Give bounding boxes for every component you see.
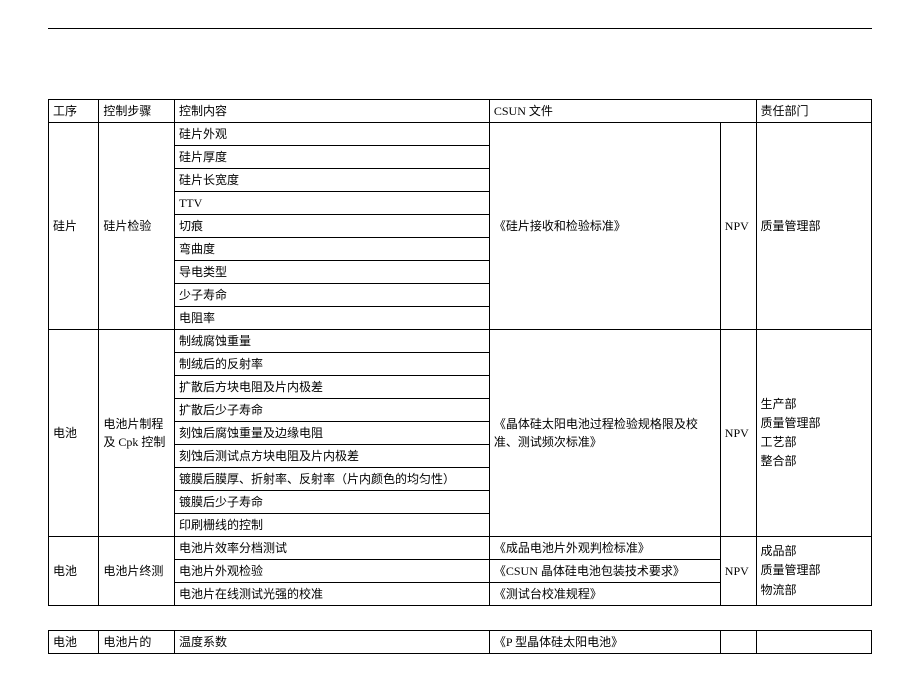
table-row: 电池 电池片制程及 Cpk 控制 制绒腐蚀重量 《晶体硅太阳电池过程检验规格限及… bbox=[49, 330, 872, 353]
g2-content: 制绒腐蚀重量 bbox=[174, 330, 489, 353]
g4-csun: 《P 型晶体硅太阳电池》 bbox=[489, 631, 720, 654]
g2-content: 镀膜后膜厚、折射率、反射率（片内颜色的均匀性） bbox=[174, 468, 489, 491]
g2-process: 电池 bbox=[49, 330, 99, 537]
g2-content: 刻蚀后测试点方块电阻及片内极差 bbox=[174, 445, 489, 468]
g2-dept: 生产部质量管理部工艺部整合部 bbox=[756, 330, 872, 537]
g4-npv bbox=[720, 631, 756, 654]
g1-content: 弯曲度 bbox=[174, 238, 489, 261]
table-row: 硅片 硅片检验 硅片外观 《硅片接收和检验标准》 NPV 质量管理部 bbox=[49, 123, 872, 146]
g4-content: 温度系数 bbox=[174, 631, 489, 654]
g1-process: 硅片 bbox=[49, 123, 99, 330]
g2-content: 刻蚀后腐蚀重量及边缘电阻 bbox=[174, 422, 489, 445]
g2-content: 镀膜后少子寿命 bbox=[174, 491, 489, 514]
g1-content: 硅片厚度 bbox=[174, 146, 489, 169]
g2-content: 扩散后方块电阻及片内极差 bbox=[174, 376, 489, 399]
hdr-step: 控制步骤 bbox=[99, 100, 175, 123]
g4-process: 电池 bbox=[49, 631, 99, 654]
g3-csun: 《成品电池片外观判检标准》 bbox=[489, 537, 720, 560]
header-row: 工序 控制步骤 控制内容 CSUN 文件 责任部门 bbox=[49, 100, 872, 123]
g1-content: 硅片外观 bbox=[174, 123, 489, 146]
g3-content: 电池片效率分档测试 bbox=[174, 537, 489, 560]
g1-content: 少子寿命 bbox=[174, 284, 489, 307]
hdr-dept: 责任部门 bbox=[756, 100, 872, 123]
g1-dept: 质量管理部 bbox=[756, 123, 872, 330]
g3-content: 电池片在线测试光强的校准 bbox=[174, 583, 489, 606]
g3-content: 电池片外观检验 bbox=[174, 560, 489, 583]
g3-csun: 《测试台校准规程》 bbox=[489, 583, 720, 606]
hdr-content: 控制内容 bbox=[174, 100, 489, 123]
g2-content: 制绒后的反射率 bbox=[174, 353, 489, 376]
g1-content: 电阻率 bbox=[174, 307, 489, 330]
top-rule bbox=[48, 28, 872, 29]
g2-npv: NPV bbox=[720, 330, 756, 537]
g4-step: 电池片的 bbox=[99, 631, 175, 654]
fragment-table: 电池 电池片的 温度系数 《P 型晶体硅太阳电池》 bbox=[48, 630, 872, 654]
g3-npv: NPV bbox=[720, 537, 756, 606]
main-table: 工序 控制步骤 控制内容 CSUN 文件 责任部门 硅片 硅片检验 硅片外观 《… bbox=[48, 99, 872, 606]
g1-content: 硅片长宽度 bbox=[174, 169, 489, 192]
g3-csun: 《CSUN 晶体硅电池包装技术要求》 bbox=[489, 560, 720, 583]
g1-step: 硅片检验 bbox=[99, 123, 175, 330]
g3-process: 电池 bbox=[49, 537, 99, 606]
g1-content: 切痕 bbox=[174, 215, 489, 238]
table-row: 电池 电池片的 温度系数 《P 型晶体硅太阳电池》 bbox=[49, 631, 872, 654]
table-row: 电池 电池片终测 电池片效率分档测试 《成品电池片外观判检标准》 NPV 成品部… bbox=[49, 537, 872, 560]
g1-npv: NPV bbox=[720, 123, 756, 330]
hdr-process: 工序 bbox=[49, 100, 99, 123]
hdr-csun: CSUN 文件 bbox=[489, 100, 756, 123]
g1-csun: 《硅片接收和检验标准》 bbox=[489, 123, 720, 330]
g1-content: TTV bbox=[174, 192, 489, 215]
g3-dept: 成品部质量管理部物流部 bbox=[756, 537, 872, 606]
g2-content: 印刷栅线的控制 bbox=[174, 514, 489, 537]
g1-content: 导电类型 bbox=[174, 261, 489, 284]
g4-dept bbox=[756, 631, 872, 654]
g2-content: 扩散后少子寿命 bbox=[174, 399, 489, 422]
g2-step: 电池片制程及 Cpk 控制 bbox=[99, 330, 175, 537]
g3-step: 电池片终测 bbox=[99, 537, 175, 606]
g2-csun: 《晶体硅太阳电池过程检验规格限及校准、测试频次标准》 bbox=[489, 330, 720, 537]
